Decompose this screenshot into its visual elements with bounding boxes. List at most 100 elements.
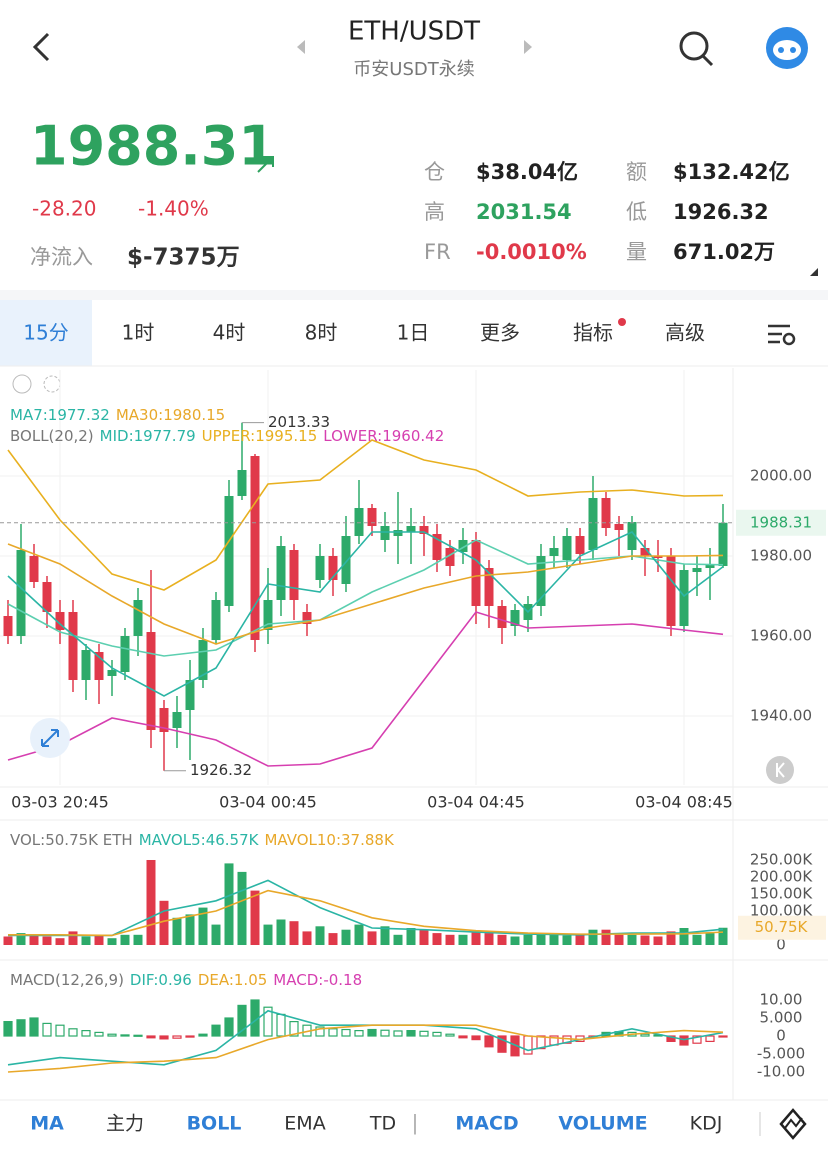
candle-body: [224, 496, 234, 606]
indicator-tab[interactable]: BOLL: [187, 1113, 242, 1135]
legend: BOLL(20,2) MID:1977.79 UPPER:1995.15 LOWER:…: [10, 427, 444, 445]
candle-body: [146, 632, 156, 730]
last-price-label: 1988.31: [750, 513, 812, 531]
avatar[interactable]: [766, 27, 808, 69]
y-tick-label: 1980.00: [750, 547, 812, 565]
volume-bar: [42, 936, 52, 945]
volume-bar: [666, 931, 676, 945]
timeframe-tab[interactable]: 指标: [573, 321, 613, 345]
volume-bar: [250, 890, 260, 945]
timeframe-tab[interactable]: 1时: [122, 321, 155, 345]
indicator-tab[interactable]: TD: [369, 1113, 396, 1135]
macd-bar: [55, 1024, 65, 1037]
netflow-label: 净流入: [30, 245, 93, 269]
volume-bar: [575, 934, 585, 945]
timeframe-tab[interactable]: 高级: [665, 321, 705, 345]
legend-entry: DEA:1.05: [198, 971, 267, 989]
legend-entry: VOL:50.75K ETH: [10, 831, 133, 849]
timeframe-tab[interactable]: 更多: [480, 321, 520, 345]
notice-dot: [618, 318, 626, 326]
collapse-icon[interactable]: [12, 374, 32, 394]
x-tick-label: 03-04 04:45: [427, 793, 525, 812]
macd-bar: [42, 1022, 52, 1037]
reset-button[interactable]: [766, 756, 794, 784]
volume-bar: [510, 936, 520, 945]
candle-body: [159, 708, 169, 732]
indicator-tab[interactable]: VOLUME: [558, 1113, 647, 1135]
macd-bar: [276, 1013, 286, 1037]
volume-bar: [302, 931, 312, 945]
timeframe-tab[interactable]: 15分: [23, 321, 68, 345]
volume-bar: [601, 929, 611, 945]
volume-bar: [614, 934, 624, 945]
change: -28.20: [32, 197, 96, 221]
legend-entry: MA7:1977.32: [10, 406, 110, 424]
candle-body: [263, 600, 273, 630]
candle-body: [289, 550, 299, 600]
macd-bar: [523, 1035, 533, 1055]
candle-body: [601, 498, 611, 528]
macd-bar: [29, 1017, 39, 1037]
indicator-tab[interactable]: MA: [30, 1113, 64, 1135]
y-tick-label: 2000.00: [750, 467, 812, 485]
legend-entry: MID:1977.79: [100, 427, 196, 445]
volume-bar: [3, 936, 13, 945]
legend-entry: MA30:1980.15: [116, 406, 225, 424]
timeframe-tab[interactable]: 1日: [397, 321, 430, 345]
volume-bar: [536, 933, 546, 945]
macd-bar: [484, 1035, 494, 1048]
candle-body: [68, 612, 78, 680]
candle-body: [406, 526, 416, 532]
candle-body: [549, 548, 559, 556]
indicator-tab[interactable]: MACD: [455, 1113, 518, 1135]
gear-icon[interactable]: [43, 375, 61, 393]
volume-bar: [68, 931, 78, 945]
macd-bar: [432, 1031, 442, 1037]
macd-bar: [81, 1030, 91, 1037]
indicator-tab[interactable]: 主力: [106, 1113, 144, 1135]
y-tick-label: 100.00K: [750, 901, 813, 919]
timeframe-tab[interactable]: 4时: [213, 321, 246, 345]
candle-body: [367, 508, 377, 526]
volume-bar: [484, 933, 494, 945]
draw-tool[interactable]: [779, 1108, 807, 1140]
candle-body: [302, 612, 312, 624]
indicator-tab[interactable]: EMA: [284, 1113, 325, 1135]
candle-body: [393, 530, 403, 536]
settings-icon[interactable]: [768, 324, 796, 346]
active-tab-bg: [0, 300, 92, 366]
indicator-tab[interactable]: KDJ: [690, 1113, 723, 1135]
volume-bar: [276, 919, 286, 945]
macd-bar: [16, 1019, 26, 1037]
volume-bar: [133, 934, 143, 945]
search-icon[interactable]: [679, 31, 714, 67]
expand-corner[interactable]: [810, 268, 818, 276]
indicator-line: [7, 611, 724, 767]
macd-bar: [211, 1024, 221, 1037]
legend-entry: UPPER:1995.15: [202, 427, 318, 445]
macd-bar: [367, 1028, 377, 1037]
macd-bar: [3, 1021, 13, 1037]
legend-entry: MACD:-0.18: [273, 971, 362, 989]
indicator-line: [7, 1024, 724, 1073]
candle-body: [328, 556, 338, 580]
macd-bar: [419, 1030, 429, 1037]
candle-body: [562, 536, 572, 560]
stat-label: 低: [626, 200, 647, 224]
volume-bar: [146, 859, 156, 945]
prev-arrow[interactable]: [297, 40, 305, 54]
back-button[interactable]: [32, 32, 50, 62]
timeframe-tab[interactable]: 8时: [305, 321, 338, 345]
candle-body: [133, 600, 143, 636]
candle-body: [341, 536, 351, 584]
next-arrow[interactable]: [524, 40, 532, 54]
indicator-line: [8, 889, 724, 937]
candle-body: [445, 548, 455, 566]
volume-bar: [367, 931, 377, 945]
y-tick-label: 0: [776, 1027, 786, 1045]
candle-body: [29, 556, 39, 582]
stat-label: 额: [626, 160, 647, 184]
y-tick-label: 200.00K: [750, 867, 813, 885]
volume-bar: [29, 934, 39, 945]
